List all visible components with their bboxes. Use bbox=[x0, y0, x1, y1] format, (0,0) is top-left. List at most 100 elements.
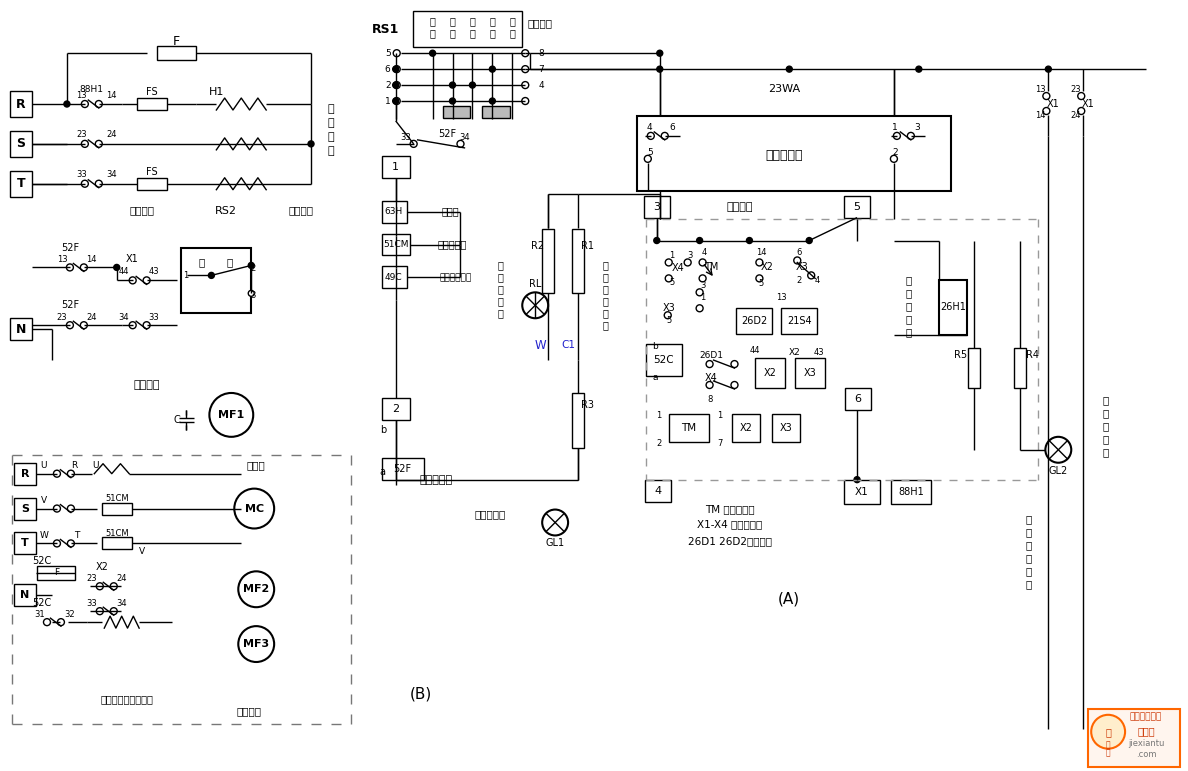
Circle shape bbox=[67, 264, 74, 271]
Text: 风: 风 bbox=[449, 16, 455, 26]
Bar bbox=[381, 234, 410, 255]
Circle shape bbox=[248, 291, 254, 296]
Bar bbox=[795, 358, 826, 388]
Circle shape bbox=[393, 98, 400, 105]
Text: X3: X3 bbox=[781, 423, 792, 433]
Bar bbox=[968, 348, 980, 388]
Text: 除: 除 bbox=[1102, 395, 1108, 405]
Text: 霜: 霜 bbox=[1102, 408, 1108, 418]
Circle shape bbox=[110, 583, 118, 590]
Text: 23: 23 bbox=[1070, 85, 1081, 93]
Circle shape bbox=[489, 98, 495, 104]
Text: 接: 接 bbox=[1025, 554, 1031, 564]
Text: a: a bbox=[380, 466, 386, 476]
Text: FS: FS bbox=[146, 167, 158, 177]
Circle shape bbox=[114, 264, 120, 271]
Text: (A): (A) bbox=[778, 591, 801, 607]
Circle shape bbox=[891, 155, 897, 163]
Text: 5: 5 bbox=[385, 49, 391, 58]
Text: 33: 33 bbox=[76, 170, 87, 180]
Circle shape bbox=[393, 66, 400, 72]
Text: 6: 6 bbox=[797, 248, 802, 257]
Text: 52C: 52C bbox=[653, 355, 674, 365]
Text: 1: 1 bbox=[392, 162, 399, 172]
Text: 压缩机: 压缩机 bbox=[247, 460, 266, 470]
Text: 24: 24 bbox=[1070, 112, 1081, 120]
Circle shape bbox=[81, 140, 88, 147]
Circle shape bbox=[68, 540, 75, 547]
Bar bbox=[14, 463, 36, 485]
Text: 止: 止 bbox=[469, 29, 475, 39]
Text: 26D1 26D2除霜开关: 26D1 26D2除霜开关 bbox=[688, 537, 771, 547]
Circle shape bbox=[239, 626, 274, 662]
Text: 52F: 52F bbox=[61, 300, 78, 310]
Text: 器: 器 bbox=[328, 146, 334, 156]
Text: RS1: RS1 bbox=[372, 23, 399, 35]
Text: N: N bbox=[15, 323, 26, 335]
Circle shape bbox=[653, 237, 659, 244]
Text: F: F bbox=[173, 35, 181, 48]
Text: 1: 1 bbox=[669, 251, 675, 260]
Circle shape bbox=[731, 361, 738, 368]
Text: 23: 23 bbox=[76, 130, 87, 140]
Text: 51CM: 51CM bbox=[383, 240, 409, 249]
Text: 13: 13 bbox=[1035, 85, 1045, 93]
Circle shape bbox=[95, 140, 102, 147]
Bar bbox=[412, 12, 523, 47]
Bar bbox=[381, 156, 410, 178]
Text: 圈: 圈 bbox=[905, 327, 912, 337]
Text: 室外风机: 室外风机 bbox=[236, 705, 261, 715]
Bar bbox=[14, 584, 36, 606]
Text: 49C: 49C bbox=[385, 273, 403, 282]
Text: 63H: 63H bbox=[385, 207, 403, 216]
Text: 34: 34 bbox=[459, 133, 469, 143]
Circle shape bbox=[393, 98, 399, 104]
Text: 4: 4 bbox=[815, 276, 820, 284]
Text: T: T bbox=[21, 538, 29, 548]
Circle shape bbox=[1092, 715, 1125, 749]
Circle shape bbox=[110, 608, 118, 614]
Circle shape bbox=[393, 49, 400, 57]
Text: 低: 低 bbox=[198, 258, 204, 268]
Text: MF3: MF3 bbox=[244, 639, 270, 649]
Bar bbox=[182, 248, 251, 313]
Text: X2: X2 bbox=[789, 348, 801, 357]
Text: 6: 6 bbox=[385, 65, 391, 74]
Text: X2: X2 bbox=[762, 262, 773, 272]
Text: 2: 2 bbox=[656, 439, 662, 448]
Circle shape bbox=[81, 100, 88, 107]
Text: 电: 电 bbox=[328, 104, 334, 114]
Text: 压缩机曲轴箱加热器: 压缩机曲轴箱加热器 bbox=[100, 694, 153, 704]
Text: 制: 制 bbox=[430, 16, 436, 26]
Text: H1: H1 bbox=[209, 87, 225, 97]
Text: 2: 2 bbox=[385, 81, 391, 89]
Text: 1: 1 bbox=[700, 293, 706, 301]
Text: 44: 44 bbox=[750, 345, 759, 355]
Circle shape bbox=[664, 311, 671, 318]
Circle shape bbox=[657, 50, 663, 56]
Bar bbox=[645, 480, 671, 502]
Text: 接线图: 接线图 bbox=[1137, 726, 1155, 736]
Text: 电工技术之家: 电工技术之家 bbox=[1130, 712, 1162, 722]
Bar bbox=[891, 480, 930, 503]
Text: 示: 示 bbox=[498, 296, 504, 306]
Text: 4: 4 bbox=[655, 486, 662, 496]
Text: 阀: 阀 bbox=[905, 301, 912, 311]
Circle shape bbox=[808, 272, 815, 279]
Text: 23WA: 23WA bbox=[769, 84, 801, 94]
Bar bbox=[782, 308, 817, 334]
Text: 23: 23 bbox=[87, 574, 97, 583]
Text: 机: 机 bbox=[602, 284, 608, 295]
Circle shape bbox=[449, 82, 455, 88]
Circle shape bbox=[81, 264, 88, 271]
Text: 52C: 52C bbox=[32, 557, 51, 567]
Text: 制: 制 bbox=[510, 16, 516, 26]
Text: 故: 故 bbox=[498, 261, 504, 271]
Text: 5: 5 bbox=[853, 202, 860, 212]
Circle shape bbox=[208, 272, 214, 278]
Circle shape bbox=[807, 237, 813, 244]
Text: X3: X3 bbox=[796, 262, 809, 272]
Text: 冷: 冷 bbox=[510, 29, 516, 39]
Text: 13: 13 bbox=[57, 255, 68, 264]
Text: TM 除霜定时器: TM 除霜定时器 bbox=[704, 504, 754, 514]
